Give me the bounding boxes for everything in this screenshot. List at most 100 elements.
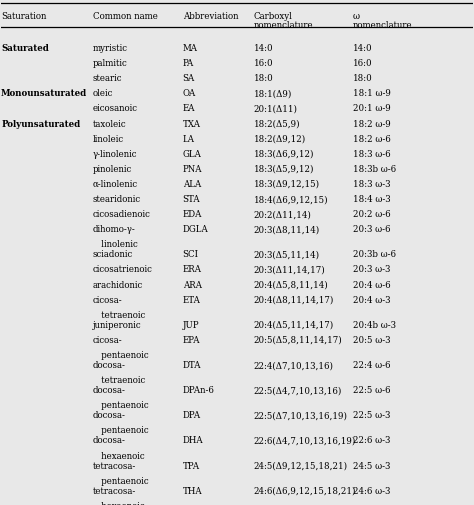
Text: DPAn-6: DPAn-6 — [182, 386, 215, 395]
Text: cicosa-: cicosa- — [93, 336, 122, 345]
Text: tetraenoic: tetraenoic — [93, 311, 145, 320]
Text: 24:6 ω-3: 24:6 ω-3 — [353, 487, 390, 496]
Text: 20:4(Δ8,11,14,17): 20:4(Δ8,11,14,17) — [254, 295, 334, 305]
Text: 20:4 ω-3: 20:4 ω-3 — [353, 295, 390, 305]
Text: ERA: ERA — [182, 266, 201, 274]
Text: eicosanoic: eicosanoic — [93, 105, 138, 114]
Text: cicosa-: cicosa- — [93, 295, 122, 305]
Text: stearic: stearic — [93, 74, 122, 83]
Text: dihomo-γ-: dihomo-γ- — [93, 225, 136, 234]
Text: 20:1 ω-9: 20:1 ω-9 — [353, 105, 391, 114]
Text: JUP: JUP — [182, 321, 199, 330]
Text: docosa-: docosa- — [93, 361, 126, 370]
Text: ARA: ARA — [182, 281, 201, 289]
Text: 18:0: 18:0 — [254, 74, 273, 83]
Text: ω: ω — [353, 12, 360, 21]
Text: Abbreviation: Abbreviation — [182, 12, 238, 21]
Text: 20:1(Δ11): 20:1(Δ11) — [254, 105, 298, 114]
Text: linolenic: linolenic — [93, 240, 137, 249]
Text: pentaenoic: pentaenoic — [93, 351, 148, 360]
Text: 22:5(Δ4,7,10,13,16): 22:5(Δ4,7,10,13,16) — [254, 386, 342, 395]
Text: 18:3(Δ9,12,15): 18:3(Δ9,12,15) — [254, 180, 319, 189]
Text: 20:4(Δ5,11,14,17): 20:4(Δ5,11,14,17) — [254, 321, 334, 330]
Text: hexaenoic: hexaenoic — [93, 502, 145, 505]
Text: 20:4(Δ5,8,11,14): 20:4(Δ5,8,11,14) — [254, 281, 328, 289]
Text: DHA: DHA — [182, 436, 203, 445]
Text: nomenclature: nomenclature — [353, 21, 412, 30]
Text: SCI: SCI — [182, 250, 199, 260]
Text: Carboxyl: Carboxyl — [254, 12, 292, 21]
Text: Common name: Common name — [93, 12, 158, 21]
Text: juniperonic: juniperonic — [93, 321, 141, 330]
Text: EPA: EPA — [182, 336, 200, 345]
Text: 18:2(Δ9,12): 18:2(Δ9,12) — [254, 135, 306, 144]
Text: arachidonic: arachidonic — [93, 281, 143, 289]
Text: 20:2 ω-6: 20:2 ω-6 — [353, 210, 391, 219]
Text: MA: MA — [182, 44, 198, 53]
Text: pentaenoic: pentaenoic — [93, 477, 148, 486]
Text: 14:0: 14:0 — [353, 44, 373, 53]
Text: tetracosa-: tetracosa- — [93, 487, 136, 496]
Text: myristic: myristic — [93, 44, 128, 53]
Text: cicosatrienoic: cicosatrienoic — [93, 266, 153, 274]
Text: palmitic: palmitic — [93, 59, 128, 68]
Text: 20:4b ω-3: 20:4b ω-3 — [353, 321, 396, 330]
Text: tetraenoic: tetraenoic — [93, 376, 145, 385]
Text: hexaenoic: hexaenoic — [93, 451, 145, 461]
Text: tetracosa-: tetracosa- — [93, 462, 136, 471]
Text: ETA: ETA — [182, 295, 201, 305]
Text: DGLA: DGLA — [182, 225, 209, 234]
Text: pinolenic: pinolenic — [93, 165, 132, 174]
Text: 16:0: 16:0 — [254, 59, 273, 68]
Text: 24:6(Δ6,9,12,15,18,21): 24:6(Δ6,9,12,15,18,21) — [254, 487, 356, 496]
Text: docosa-: docosa- — [93, 412, 126, 420]
Text: 20:3b ω-6: 20:3b ω-6 — [353, 250, 396, 260]
Text: 16:0: 16:0 — [353, 59, 373, 68]
Text: TPA: TPA — [182, 462, 200, 471]
Text: 20:5 ω-3: 20:5 ω-3 — [353, 336, 390, 345]
Text: 18:0: 18:0 — [353, 74, 373, 83]
Text: stearidonic: stearidonic — [93, 195, 141, 204]
Text: 18:2 ω-9: 18:2 ω-9 — [353, 120, 391, 129]
Text: 18:4 ω-3: 18:4 ω-3 — [353, 195, 391, 204]
Text: 14:0: 14:0 — [254, 44, 273, 53]
Text: EA: EA — [182, 105, 195, 114]
Text: 20:5(Δ5,8,11,14,17): 20:5(Δ5,8,11,14,17) — [254, 336, 342, 345]
Text: γ-linolenic: γ-linolenic — [93, 150, 137, 159]
Text: docosa-: docosa- — [93, 436, 126, 445]
Text: OA: OA — [182, 89, 196, 98]
Text: 18:3b ω-6: 18:3b ω-6 — [353, 165, 396, 174]
Text: DPA: DPA — [182, 412, 201, 420]
Text: oleic: oleic — [93, 89, 113, 98]
Text: 22:6(Δ4,7,10,13,16,19): 22:6(Δ4,7,10,13,16,19) — [254, 436, 356, 445]
Text: Saturated: Saturated — [1, 44, 49, 53]
Text: 22:5(Δ7,10,13,16,19): 22:5(Δ7,10,13,16,19) — [254, 412, 347, 420]
Text: sciadonic: sciadonic — [93, 250, 133, 260]
Text: docosa-: docosa- — [93, 386, 126, 395]
Text: 22:4 ω-6: 22:4 ω-6 — [353, 361, 390, 370]
Text: linoleic: linoleic — [93, 135, 124, 144]
Text: TXA: TXA — [182, 120, 201, 129]
Text: 22:6 ω-3: 22:6 ω-3 — [353, 436, 390, 445]
Text: 20:3(Δ8,11,14): 20:3(Δ8,11,14) — [254, 225, 320, 234]
Text: 20:4 ω-6: 20:4 ω-6 — [353, 281, 391, 289]
Text: PNA: PNA — [182, 165, 202, 174]
Text: SA: SA — [182, 74, 195, 83]
Text: nomenclature: nomenclature — [254, 21, 313, 30]
Text: 18:1 ω-9: 18:1 ω-9 — [353, 89, 391, 98]
Text: 20:3 ω-3: 20:3 ω-3 — [353, 266, 390, 274]
Text: 20:2(Δ11,14): 20:2(Δ11,14) — [254, 210, 311, 219]
Text: 24:5(Δ9,12,15,18,21): 24:5(Δ9,12,15,18,21) — [254, 462, 347, 471]
Text: STA: STA — [182, 195, 201, 204]
Text: taxoleic: taxoleic — [93, 120, 127, 129]
Text: 18:4(Δ6,9,12,15): 18:4(Δ6,9,12,15) — [254, 195, 328, 204]
Text: 22:5 ω-6: 22:5 ω-6 — [353, 386, 390, 395]
Text: cicosadienoic: cicosadienoic — [93, 210, 151, 219]
Text: 20:3(Δ11,14,17): 20:3(Δ11,14,17) — [254, 266, 325, 274]
Text: DTA: DTA — [182, 361, 201, 370]
Text: GLA: GLA — [182, 150, 201, 159]
Text: 18:3 ω-6: 18:3 ω-6 — [353, 150, 391, 159]
Text: 18:3(Δ5,9,12): 18:3(Δ5,9,12) — [254, 165, 314, 174]
Text: pentaenoic: pentaenoic — [93, 426, 148, 435]
Text: 20:3(Δ5,11,14): 20:3(Δ5,11,14) — [254, 250, 319, 260]
